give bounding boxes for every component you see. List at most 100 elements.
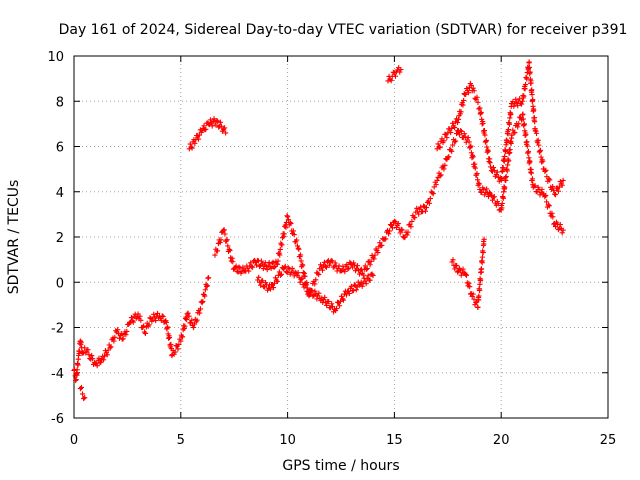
- data-point: [512, 129, 518, 136]
- data-point: [412, 215, 418, 221]
- data-point: [287, 219, 293, 226]
- data-point: [484, 186, 490, 192]
- data-point: [357, 267, 364, 273]
- data-point: [481, 127, 488, 134]
- data-point: [165, 324, 171, 330]
- data-point: [461, 97, 467, 104]
- data-point: [507, 147, 513, 153]
- data-point: [500, 195, 506, 201]
- data-point: [377, 240, 383, 246]
- data-point: [298, 276, 304, 283]
- data-point: [73, 376, 79, 383]
- data-point: [520, 116, 526, 122]
- data-point: [216, 124, 222, 130]
- y-tick-label: 6: [56, 141, 64, 156]
- data-point: [475, 304, 481, 311]
- data-point: [458, 272, 464, 278]
- data-point: [314, 296, 320, 302]
- data-point: [294, 243, 301, 249]
- data-point: [481, 187, 487, 193]
- data-point: [346, 265, 352, 271]
- data-point: [460, 102, 466, 108]
- data-point: [499, 205, 505, 211]
- data-point: [98, 359, 104, 365]
- data-point: [470, 291, 476, 297]
- series-dip-band: [255, 263, 376, 315]
- data-point: [345, 266, 351, 272]
- data-point: [297, 252, 304, 258]
- data-point: [308, 287, 314, 293]
- data-point: [467, 284, 473, 290]
- data-point: [82, 345, 88, 351]
- data-point: [560, 177, 566, 184]
- data-point: [76, 348, 83, 354]
- data-point: [472, 161, 478, 167]
- data-point: [348, 283, 354, 289]
- data-point: [191, 324, 197, 331]
- data-point: [476, 181, 482, 187]
- y-axis-ticks: -6 -4 -2 0 2 4 6 8 10: [47, 50, 608, 427]
- data-point: [294, 237, 300, 243]
- data-point: [285, 217, 292, 223]
- data-point: [297, 279, 303, 285]
- data-point: [549, 210, 555, 216]
- data-point: [503, 148, 509, 155]
- data-point: [166, 334, 173, 341]
- data-point: [451, 124, 458, 131]
- data-point: [505, 162, 511, 168]
- data-point: [451, 139, 458, 145]
- data-point: [506, 158, 512, 164]
- data-point: [271, 280, 278, 286]
- data-point: [330, 303, 336, 310]
- data-point: [356, 271, 363, 277]
- data-point: [524, 143, 530, 149]
- data-point: [508, 111, 514, 117]
- data-point: [513, 96, 519, 102]
- data-point: [456, 132, 463, 138]
- data-point: [546, 176, 552, 182]
- data-point: [204, 283, 210, 289]
- data-point: [246, 268, 252, 274]
- data-point: [474, 94, 480, 100]
- data-point: [481, 236, 487, 242]
- data-point: [260, 265, 266, 272]
- data-point: [507, 115, 513, 121]
- data-point: [461, 131, 467, 137]
- data-point: [363, 266, 369, 272]
- data-point: [463, 91, 469, 97]
- data-point: [192, 140, 198, 146]
- data-point: [78, 384, 85, 391]
- data-point: [476, 106, 482, 112]
- data-point: [224, 237, 230, 243]
- y-tick-label: -4: [51, 367, 64, 382]
- data-point: [291, 231, 297, 238]
- data-point: [218, 123, 224, 129]
- data-point: [398, 66, 404, 73]
- data-point: [209, 123, 215, 129]
- data-point: [527, 69, 533, 75]
- data-point: [537, 147, 544, 153]
- data-point: [363, 281, 369, 287]
- data-point: [504, 138, 510, 144]
- data-point: [460, 266, 466, 272]
- data-point: [453, 130, 460, 137]
- data-point: [234, 268, 240, 274]
- data-point: [525, 148, 532, 154]
- data-point: [118, 330, 124, 337]
- data-point: [392, 73, 399, 79]
- data-point: [467, 144, 473, 150]
- data-point: [217, 119, 224, 125]
- data-point: [471, 296, 477, 302]
- data-point: [301, 270, 308, 276]
- data-point: [463, 271, 469, 278]
- data-point: [442, 162, 448, 168]
- data-point: [501, 189, 507, 195]
- data-point: [74, 367, 80, 373]
- data-point: [530, 97, 536, 103]
- data-point: [188, 144, 194, 150]
- data-point: [437, 173, 443, 179]
- data-point: [342, 269, 348, 275]
- data-point: [515, 103, 521, 109]
- y-tick-label: 2: [56, 231, 64, 246]
